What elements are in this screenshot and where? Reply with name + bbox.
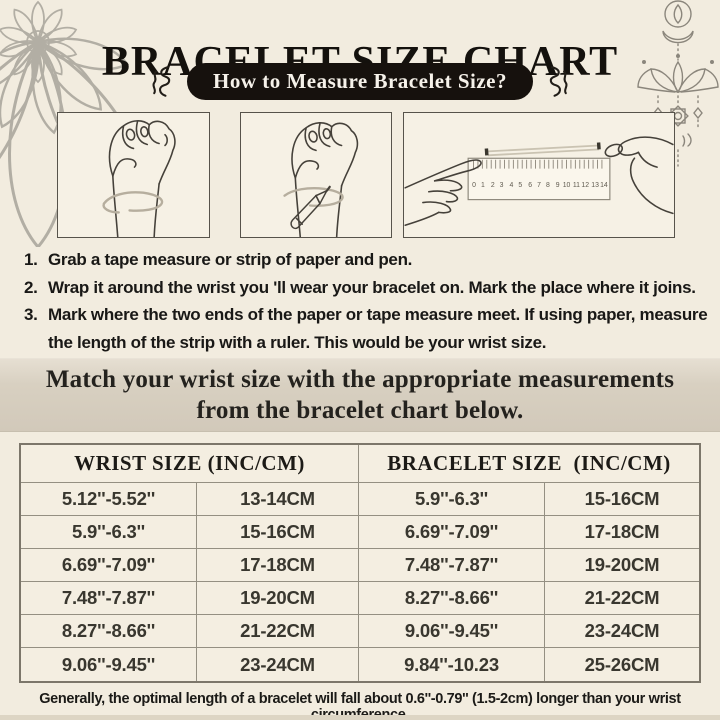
size-table: WRIST SIZE (INC/CM) BRACELET SIZE (INC/C…: [19, 443, 701, 683]
step-text: Wrap it around the wrist you 'll wear yo…: [48, 277, 696, 297]
table-cell: 21-22CM: [197, 615, 359, 648]
wrist-size-header: WRIST SIZE (INC/CM): [21, 445, 359, 483]
svg-text:6: 6: [528, 182, 532, 189]
table-cell: 21-22CM: [545, 582, 699, 615]
svg-text:4: 4: [510, 182, 514, 189]
panel-hand-with-tape: [57, 112, 210, 238]
paper-strip: [487, 144, 600, 157]
svg-text:9: 9: [556, 182, 560, 189]
table-cell: 9.84''-10.23: [359, 648, 545, 681]
step-number: 1.: [24, 250, 38, 269]
panel-hand-marking-pen: [240, 112, 392, 238]
hand-with-tape-illustration: [102, 120, 176, 237]
table-cell: 5.9''-6.3'': [21, 516, 197, 549]
svg-text:14: 14: [600, 182, 608, 189]
svg-text:1: 1: [481, 182, 485, 189]
table-cell: 17-18CM: [545, 516, 699, 549]
step-number: 3.: [24, 305, 38, 324]
left-hand: [404, 159, 482, 226]
table-cell: 5.9''-6.3'': [359, 483, 545, 516]
squiggle-left-icon: [152, 66, 171, 97]
table-cell: 17-18CM: [197, 549, 359, 582]
svg-text:12: 12: [581, 182, 589, 189]
table-cell: 9.06''-9.45'': [21, 648, 197, 681]
table-cell: 19-20CM: [545, 549, 699, 582]
svg-text:8: 8: [546, 182, 550, 189]
mandala-flower-icon: [0, 1, 173, 247]
step-2: 2. Wrap it around the wrist you 'll wear…: [24, 274, 708, 302]
table-cell: 8.27''-8.66'': [21, 615, 197, 648]
squiggle-right-icon: [549, 66, 568, 97]
table-cell: 23-24CM: [197, 648, 359, 681]
panel-ruler-measurement: 0 1 2 3 4 5 6 7 8 9 10 11 12 13 14: [403, 112, 675, 238]
banner-text: Match your wrist size with the appropria…: [45, 366, 675, 424]
step-3: 3. Mark where the two ends of the paper …: [24, 301, 708, 356]
table-cell: 15-16CM: [197, 516, 359, 549]
step-text: Grab a tape measure or strip of paper an…: [48, 250, 413, 269]
svg-text:3: 3: [500, 182, 504, 189]
step-number: 2.: [24, 277, 38, 297]
svg-text:5: 5: [518, 182, 522, 189]
bracelet-size-header: BRACELET SIZE (INC/CM): [359, 445, 699, 483]
table-cell: 23-24CM: [545, 615, 699, 648]
svg-text:13: 13: [591, 182, 599, 189]
svg-text:2: 2: [491, 182, 495, 189]
how-to-measure-badge: How to Measure Bracelet Size?: [186, 62, 534, 100]
step-text: Mark where the two ends of the paper or …: [48, 305, 708, 352]
svg-text:0: 0: [472, 182, 476, 189]
ruler: [467, 157, 611, 201]
table-cell: 6.69''-7.09'': [359, 516, 545, 549]
right-hand: [604, 136, 674, 215]
measuring-steps: 1. Grab a tape measure or strip of paper…: [24, 246, 708, 356]
match-size-banner: Match your wrist size with the appropria…: [0, 358, 720, 432]
table-cell: 6.69''-7.09'': [21, 549, 197, 582]
how-to-measure-badge-row: How to Measure Bracelet Size?: [0, 62, 720, 100]
svg-text:10: 10: [563, 182, 571, 189]
table-cell: 9.06''-9.45'': [359, 615, 545, 648]
table-cell: 25-26CM: [584, 653, 660, 675]
table-cell: 7.48''-7.87'': [359, 549, 545, 582]
table-cell: 7.48''-7.87'': [21, 582, 197, 615]
ruler-scale-numbers: 0 1 2 3 4 5 6 7 8 9 10 11 12 13 14: [472, 182, 608, 189]
bottom-strip: [0, 715, 720, 720]
table-cell: 8.27''-8.66'': [359, 582, 545, 615]
table-cell: 13-14CM: [197, 483, 359, 516]
table-cell: 5.12''-5.52'': [21, 483, 197, 516]
table-cell: 19-20CM: [197, 582, 359, 615]
table-cell: 15-16CM: [545, 483, 699, 516]
hand-marking-with-pen-illustration: [283, 122, 359, 237]
svg-text:7: 7: [537, 182, 541, 189]
svg-text:11: 11: [573, 182, 580, 189]
strip-and-ruler-illustration: 0 1 2 3 4 5 6 7 8 9 10 11 12 13 14: [404, 136, 674, 226]
measurement-illustrations: 0 1 2 3 4 5 6 7 8 9 10 11 12 13 14: [57, 112, 675, 238]
step-1: 1. Grab a tape measure or strip of paper…: [24, 246, 708, 274]
